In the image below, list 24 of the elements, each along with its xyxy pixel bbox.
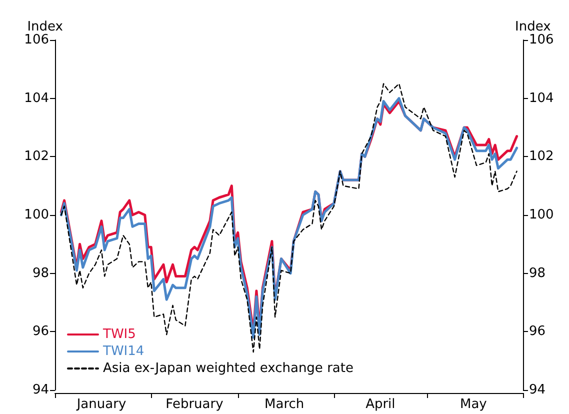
y-tick-label: 96 — [32, 324, 49, 340]
y2-tick-label: 106 — [529, 32, 554, 48]
y-tick-label: 94 — [32, 382, 49, 398]
x-tick-label: January — [76, 397, 126, 412]
y-tick-label: 104 — [24, 90, 49, 106]
y2-tick-label: 96 — [529, 324, 546, 340]
y2-tick-label: 102 — [529, 149, 554, 164]
legend-label: TWI5 — [102, 327, 136, 342]
y2-tick-label: 94 — [529, 382, 546, 398]
x-tick-label: February — [166, 397, 224, 412]
y2-tick-label: 100 — [529, 208, 554, 222]
legend-label: Asia ex-Japan weighted exchange rate — [103, 361, 354, 376]
x-tick-label: April — [366, 397, 396, 412]
x-tick-label: March — [264, 397, 304, 412]
y-tick-label: 106 — [24, 32, 49, 48]
y2-tick-label: 104 — [529, 90, 554, 106]
legend-label: TWI14 — [102, 344, 144, 359]
y-tick-label: 102 — [24, 149, 49, 164]
x-tick-label: May — [460, 397, 488, 412]
y-tick-label: 98 — [32, 266, 49, 281]
y2-axis-title: Index — [515, 20, 552, 35]
y-axis-title: Index — [27, 20, 64, 35]
y-tick-label: 100 — [24, 208, 49, 222]
y2-tick-label: 98 — [529, 266, 546, 281]
